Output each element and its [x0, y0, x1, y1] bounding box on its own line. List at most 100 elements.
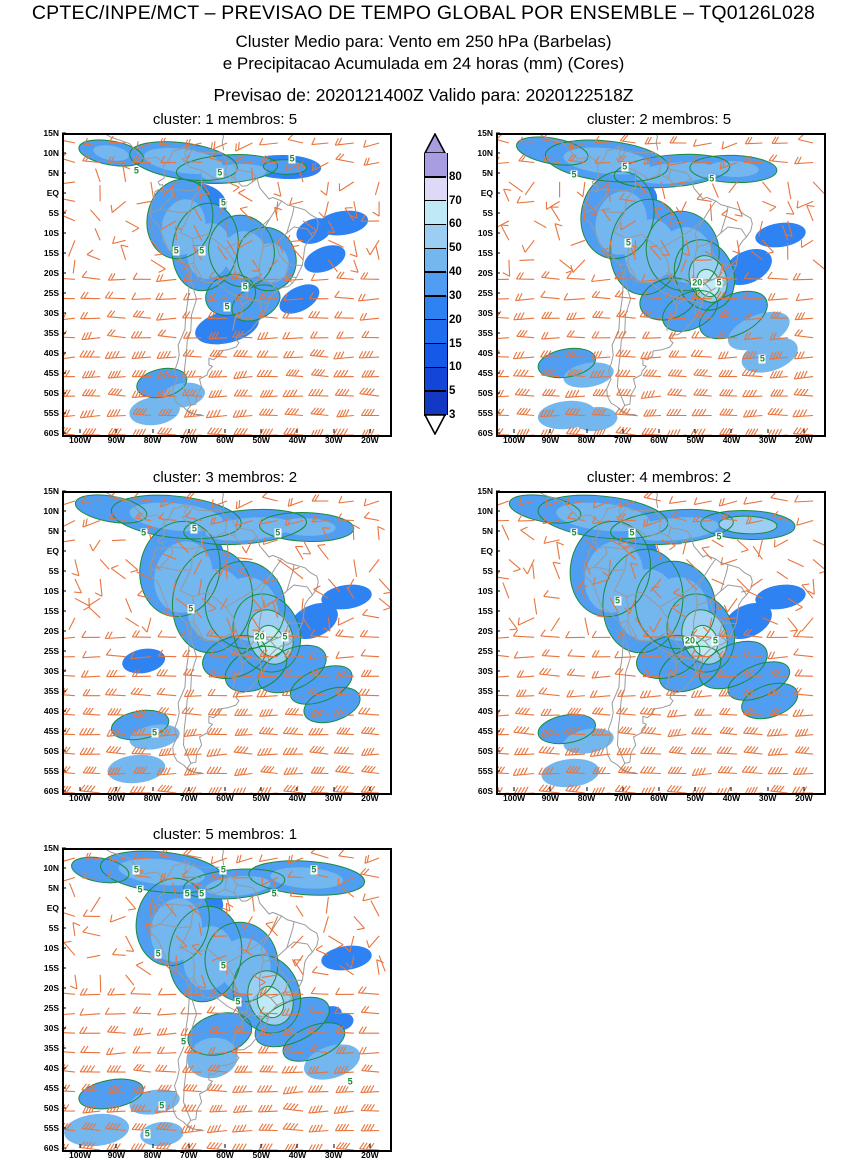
y-axis-tick-label: 60S	[478, 428, 493, 438]
contour-label: 5	[289, 155, 296, 164]
y-axis-tick-label: 5N	[482, 168, 493, 178]
y-axis-tick-label: 15S	[478, 248, 493, 258]
y-axis-tick-mark	[496, 511, 500, 512]
x-axis-tick-mark	[803, 787, 804, 791]
x-axis-tick-label: 60W	[216, 435, 233, 445]
contour-label: 5	[310, 866, 317, 875]
y-axis-tick-mark	[62, 928, 66, 929]
x-axis-tick-mark	[659, 787, 660, 791]
x-axis-tick-label: 100W	[503, 435, 525, 445]
x-axis-tick-label: 70W	[614, 435, 631, 445]
x-axis-tick-label: 40W	[723, 435, 740, 445]
contour-label: 5	[715, 533, 722, 542]
y-axis-tick-label: 5N	[482, 526, 493, 536]
colorbar-tick-label: 3	[449, 409, 455, 421]
y-axis-tick-mark	[62, 711, 66, 712]
x-axis-tick-label: 100W	[69, 793, 91, 803]
y-axis-tick-label: EQ	[47, 546, 59, 556]
contour-label: 20	[254, 633, 266, 642]
y-axis-tick-label: 40S	[44, 1063, 59, 1073]
y-axis-tick-label: 45S	[478, 368, 493, 378]
colorbar-tick	[424, 248, 446, 250]
y-axis-tick-label: 5S	[483, 566, 493, 576]
x-axis-tick-label: 90W	[108, 435, 125, 445]
contour-label: 5	[187, 605, 194, 614]
contour-label: 5	[571, 171, 578, 180]
x-axis-tick-mark	[659, 429, 660, 433]
x-axis-tick-mark	[803, 429, 804, 433]
x-axis-tick-mark	[514, 429, 515, 433]
x-axis-tick-mark	[261, 1144, 262, 1148]
y-axis-tick-label: 55S	[44, 766, 59, 776]
x-axis-tick-label: 40W	[723, 793, 740, 803]
y-axis-tick-label: 5N	[48, 883, 59, 893]
y-axis-tick-label: 55S	[44, 1123, 59, 1133]
y-axis-tick-label: 35S	[44, 1043, 59, 1053]
y-axis-tick-label: 15N	[43, 486, 59, 496]
x-axis-tick-mark	[550, 429, 551, 433]
y-axis-tick-label: 60S	[478, 786, 493, 796]
y-axis-tick-mark	[496, 791, 500, 792]
y-axis-tick-label: 50S	[44, 1103, 59, 1113]
x-axis-tick-label: 70W	[180, 793, 197, 803]
x-axis-tick-label: 80W	[578, 435, 595, 445]
contour-label: 20	[684, 637, 696, 646]
x-axis-tick-label: 80W	[144, 435, 161, 445]
x-axis-tick-label: 40W	[289, 1150, 306, 1160]
x-axis-tick-label: 100W	[69, 435, 91, 445]
y-axis-tick-label: 55S	[44, 408, 59, 418]
x-axis-tick-mark	[152, 429, 153, 433]
y-axis-tick-label: 55S	[478, 408, 493, 418]
y-axis-tick-mark	[62, 1088, 66, 1089]
y-axis-tick-label: 30S	[44, 308, 59, 318]
contour-label: 5	[274, 529, 281, 538]
y-axis-tick-label: 35S	[478, 328, 493, 338]
y-axis-tick-mark	[62, 651, 66, 652]
y-axis-tick-mark	[62, 153, 66, 154]
x-axis-tick-label: 30W	[325, 1150, 342, 1160]
contour-label: 20	[691, 279, 703, 288]
x-axis-tick-label: 30W	[325, 793, 342, 803]
y-axis-tick-mark	[62, 691, 66, 692]
y-axis-tick-label: 20S	[478, 268, 493, 278]
y-axis-tick-mark	[62, 1068, 66, 1069]
y-axis-tick-label: 40S	[44, 348, 59, 358]
x-axis-tick-mark	[297, 429, 298, 433]
colorbar-under-arrow	[424, 415, 446, 435]
y-axis-tick-label: 50S	[478, 746, 493, 756]
y-axis-tick-label: 40S	[44, 706, 59, 716]
y-axis-tick-mark	[62, 313, 66, 314]
y-axis-tick-mark	[62, 1128, 66, 1129]
contour-label: 5	[220, 866, 227, 875]
y-axis-tick-mark	[62, 551, 66, 552]
y-axis-tick-label: 35S	[478, 686, 493, 696]
y-axis-tick-label: 50S	[44, 388, 59, 398]
contour-label: 5	[234, 998, 241, 1007]
y-axis-tick-mark	[62, 273, 66, 274]
y-axis-tick-label: 40S	[478, 706, 493, 716]
x-axis-tick-label: 30W	[325, 435, 342, 445]
y-axis-tick-mark	[496, 691, 500, 692]
contour-label: 5	[133, 167, 140, 176]
y-axis-tick-label: 25S	[478, 288, 493, 298]
x-axis-tick-mark	[333, 429, 334, 433]
y-axis-tick-mark	[62, 968, 66, 969]
x-axis-tick-label: 30W	[759, 435, 776, 445]
y-axis-tick-mark	[496, 353, 500, 354]
y-axis-tick-label: 5S	[483, 208, 493, 218]
y-axis-tick-label: 5S	[49, 208, 59, 218]
y-axis-tick-mark	[62, 433, 66, 434]
y-axis-tick-mark	[62, 671, 66, 672]
x-axis-tick-mark	[116, 429, 117, 433]
y-axis-tick-mark	[496, 671, 500, 672]
colorbar-tick-label: 80	[449, 171, 462, 183]
y-axis-tick-mark	[496, 631, 500, 632]
y-axis-tick-label: 30S	[478, 666, 493, 676]
y-axis-tick-label: 5S	[49, 566, 59, 576]
y-axis-tick-label: 35S	[44, 328, 59, 338]
x-axis-tick-mark	[695, 787, 696, 791]
x-axis-tick-label: 50W	[252, 435, 269, 445]
